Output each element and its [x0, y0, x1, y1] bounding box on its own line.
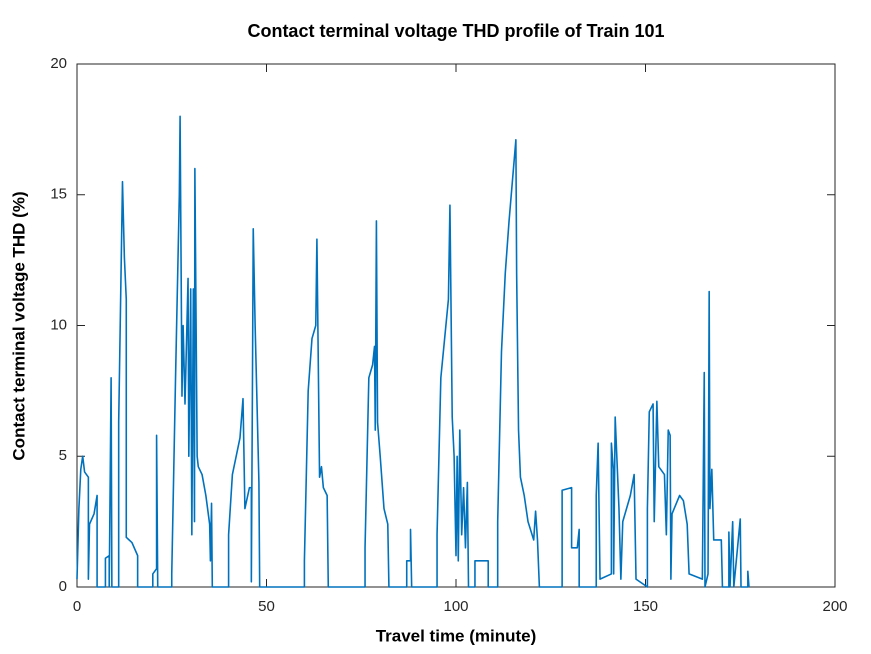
y-axis-label: Contact terminal voltage THD (%): [9, 191, 28, 460]
y-tick-label: 15: [50, 186, 67, 203]
data-line: [76, 115, 750, 588]
y-tick-label: 0: [59, 578, 67, 595]
x-tick-label: 50: [258, 598, 275, 615]
x-tick-label: 200: [822, 598, 847, 615]
chart-title: Contact terminal voltage THD profile of …: [247, 21, 664, 41]
y-tick-label: 20: [50, 55, 67, 72]
x-tick-label: 100: [443, 598, 468, 615]
x-axis-label: Travel time (minute): [376, 626, 537, 645]
y-tick-label: 10: [50, 316, 67, 333]
x-tick-label: 0: [73, 598, 81, 615]
x-tick-label: 150: [633, 598, 658, 615]
y-tick-label: 5: [59, 447, 67, 464]
